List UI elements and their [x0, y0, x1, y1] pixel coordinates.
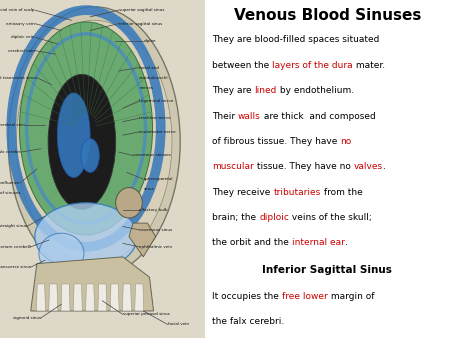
Text: nerves: nerves	[139, 86, 153, 90]
Text: They are: They are	[212, 86, 255, 95]
Text: superior sagittal sinus: superior sagittal sinus	[119, 8, 164, 12]
Text: Inferior Sagittal Sinus: Inferior Sagittal Sinus	[262, 265, 392, 275]
Text: great cerebral vein: great cerebral vein	[0, 123, 25, 127]
Text: trochlear nerve: trochlear nerve	[139, 116, 171, 120]
Polygon shape	[31, 257, 153, 311]
Text: They are blood-filled spaces situated: They are blood-filled spaces situated	[212, 35, 379, 45]
Ellipse shape	[116, 188, 142, 218]
Text: olfactory bulb: olfactory bulb	[139, 208, 168, 212]
Text: superior petrosal sinus: superior petrosal sinus	[123, 312, 170, 316]
Polygon shape	[61, 284, 70, 311]
Text: oculomotor nerve: oculomotor nerve	[139, 130, 176, 134]
Ellipse shape	[19, 22, 153, 235]
Text: Their: Their	[212, 112, 238, 121]
Text: straight sinus: straight sinus	[0, 224, 27, 228]
Text: between the: between the	[212, 61, 272, 70]
Text: diploic vein: diploic vein	[11, 35, 35, 39]
Text: internal ear: internal ear	[292, 238, 345, 247]
Ellipse shape	[16, 20, 172, 264]
Ellipse shape	[48, 74, 116, 210]
Text: walls: walls	[238, 112, 261, 121]
Text: margin of: margin of	[328, 292, 374, 301]
Text: free lower: free lower	[282, 292, 328, 301]
Ellipse shape	[57, 93, 90, 177]
Polygon shape	[122, 284, 131, 311]
Text: sinus: sinus	[143, 187, 154, 191]
Polygon shape	[86, 284, 94, 311]
Polygon shape	[135, 284, 144, 311]
Text: confluence: confluence	[0, 180, 21, 185]
Text: tributaries: tributaries	[273, 188, 320, 197]
Text: diploic: diploic	[259, 213, 289, 222]
Text: right transverse sinus: right transverse sinus	[0, 265, 31, 269]
Text: They receive: They receive	[212, 188, 273, 197]
Text: layers of the dura: layers of the dura	[272, 61, 353, 70]
Text: veins of the skull;: veins of the skull;	[289, 213, 372, 222]
Polygon shape	[0, 0, 205, 338]
Text: tissue. They have no: tissue. They have no	[254, 162, 354, 171]
Text: inferior sagittal sinus: inferior sagittal sinus	[119, 22, 162, 26]
Text: cerebral vein: cerebral vein	[8, 49, 35, 53]
Text: from the: from the	[320, 188, 362, 197]
Text: mater.: mater.	[353, 61, 385, 70]
Polygon shape	[73, 284, 82, 311]
Text: valves: valves	[354, 162, 383, 171]
Text: ophthalmic vein: ophthalmic vein	[139, 245, 172, 249]
Text: lined: lined	[255, 86, 277, 95]
Text: of sinuses: of sinuses	[0, 191, 21, 195]
Text: sphenoparetal: sphenoparetal	[143, 177, 173, 181]
Polygon shape	[110, 284, 119, 311]
Text: .: .	[383, 162, 386, 171]
Polygon shape	[98, 284, 107, 311]
Text: .: .	[345, 238, 347, 247]
Text: sigmoid sinus: sigmoid sinus	[13, 316, 41, 320]
Text: left transverse sinus: left transverse sinus	[0, 76, 37, 80]
Text: trigeminal nerve: trigeminal nerve	[139, 99, 174, 103]
Text: vestibulocochl.: vestibulocochl.	[139, 76, 170, 80]
Polygon shape	[129, 223, 156, 257]
Text: diploe: diploe	[143, 39, 156, 43]
Text: by endothelium.: by endothelium.	[277, 86, 354, 95]
Ellipse shape	[35, 203, 137, 270]
Text: cavernous sinuses: cavernous sinuses	[133, 153, 171, 158]
Polygon shape	[36, 284, 45, 311]
Ellipse shape	[39, 233, 84, 274]
Text: superficial vein of scalp: superficial vein of scalp	[0, 8, 35, 12]
Text: the falx cerebri.: the falx cerebri.	[212, 317, 284, 326]
Text: of fibrous tissue. They have: of fibrous tissue. They have	[212, 137, 340, 146]
Polygon shape	[49, 284, 58, 311]
Text: facial and: facial and	[139, 66, 159, 70]
Text: muscular: muscular	[212, 162, 254, 171]
Text: tentorium cerebelli: tentorium cerebelli	[0, 245, 31, 249]
Text: no: no	[340, 137, 351, 146]
Text: emissary vein: emissary vein	[6, 22, 35, 26]
Text: It occupies the: It occupies the	[212, 292, 282, 301]
Text: Venous Blood Sinuses: Venous Blood Sinuses	[234, 8, 421, 23]
Ellipse shape	[81, 139, 99, 172]
Text: facial vein: facial vein	[168, 322, 189, 327]
Text: cavernous sinus: cavernous sinus	[139, 228, 172, 232]
Ellipse shape	[8, 7, 180, 277]
Text: falx cerebri: falx cerebri	[0, 150, 21, 154]
Text: are thick  and composed: are thick and composed	[261, 112, 376, 121]
Text: brain; the: brain; the	[212, 213, 259, 222]
Text: the orbit and the: the orbit and the	[212, 238, 292, 247]
